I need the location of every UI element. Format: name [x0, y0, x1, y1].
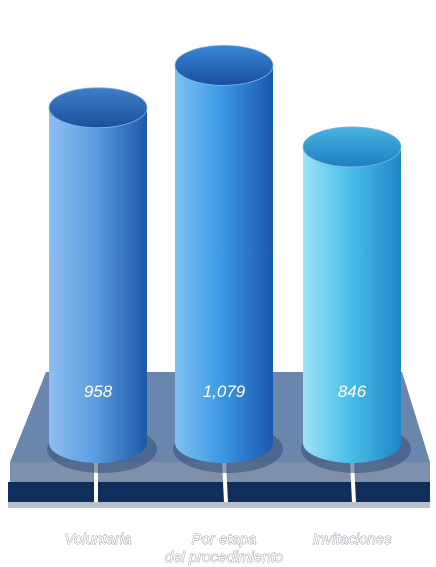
value-label: 1,079 [203, 382, 246, 401]
value-label: 846 [338, 382, 367, 401]
platform-edge-strip [8, 482, 430, 502]
bar-body [49, 107, 147, 463]
bar-top-cap [174, 44, 274, 86]
category-label: Por etapa del procedimiento [165, 531, 283, 566]
bar-3 [301, 126, 411, 473]
bar-body [175, 65, 273, 463]
value-label: 958 [84, 382, 113, 401]
category-labels-group: Voluntaria Por etapa del procedimiento Invi… [64, 531, 392, 567]
bar-top-cap [302, 126, 402, 168]
category-label: Invitaciones [312, 531, 392, 548]
bars-group [47, 44, 411, 473]
bar-1 [47, 87, 157, 473]
bar-body [303, 146, 401, 463]
bar-top-cap [48, 87, 148, 129]
category-label: Voluntaria [65, 531, 132, 548]
value-labels-group: 958 1,079 846 [84, 382, 367, 401]
platform-bottom-shadow [8, 502, 430, 508]
bar-2 [173, 44, 283, 473]
